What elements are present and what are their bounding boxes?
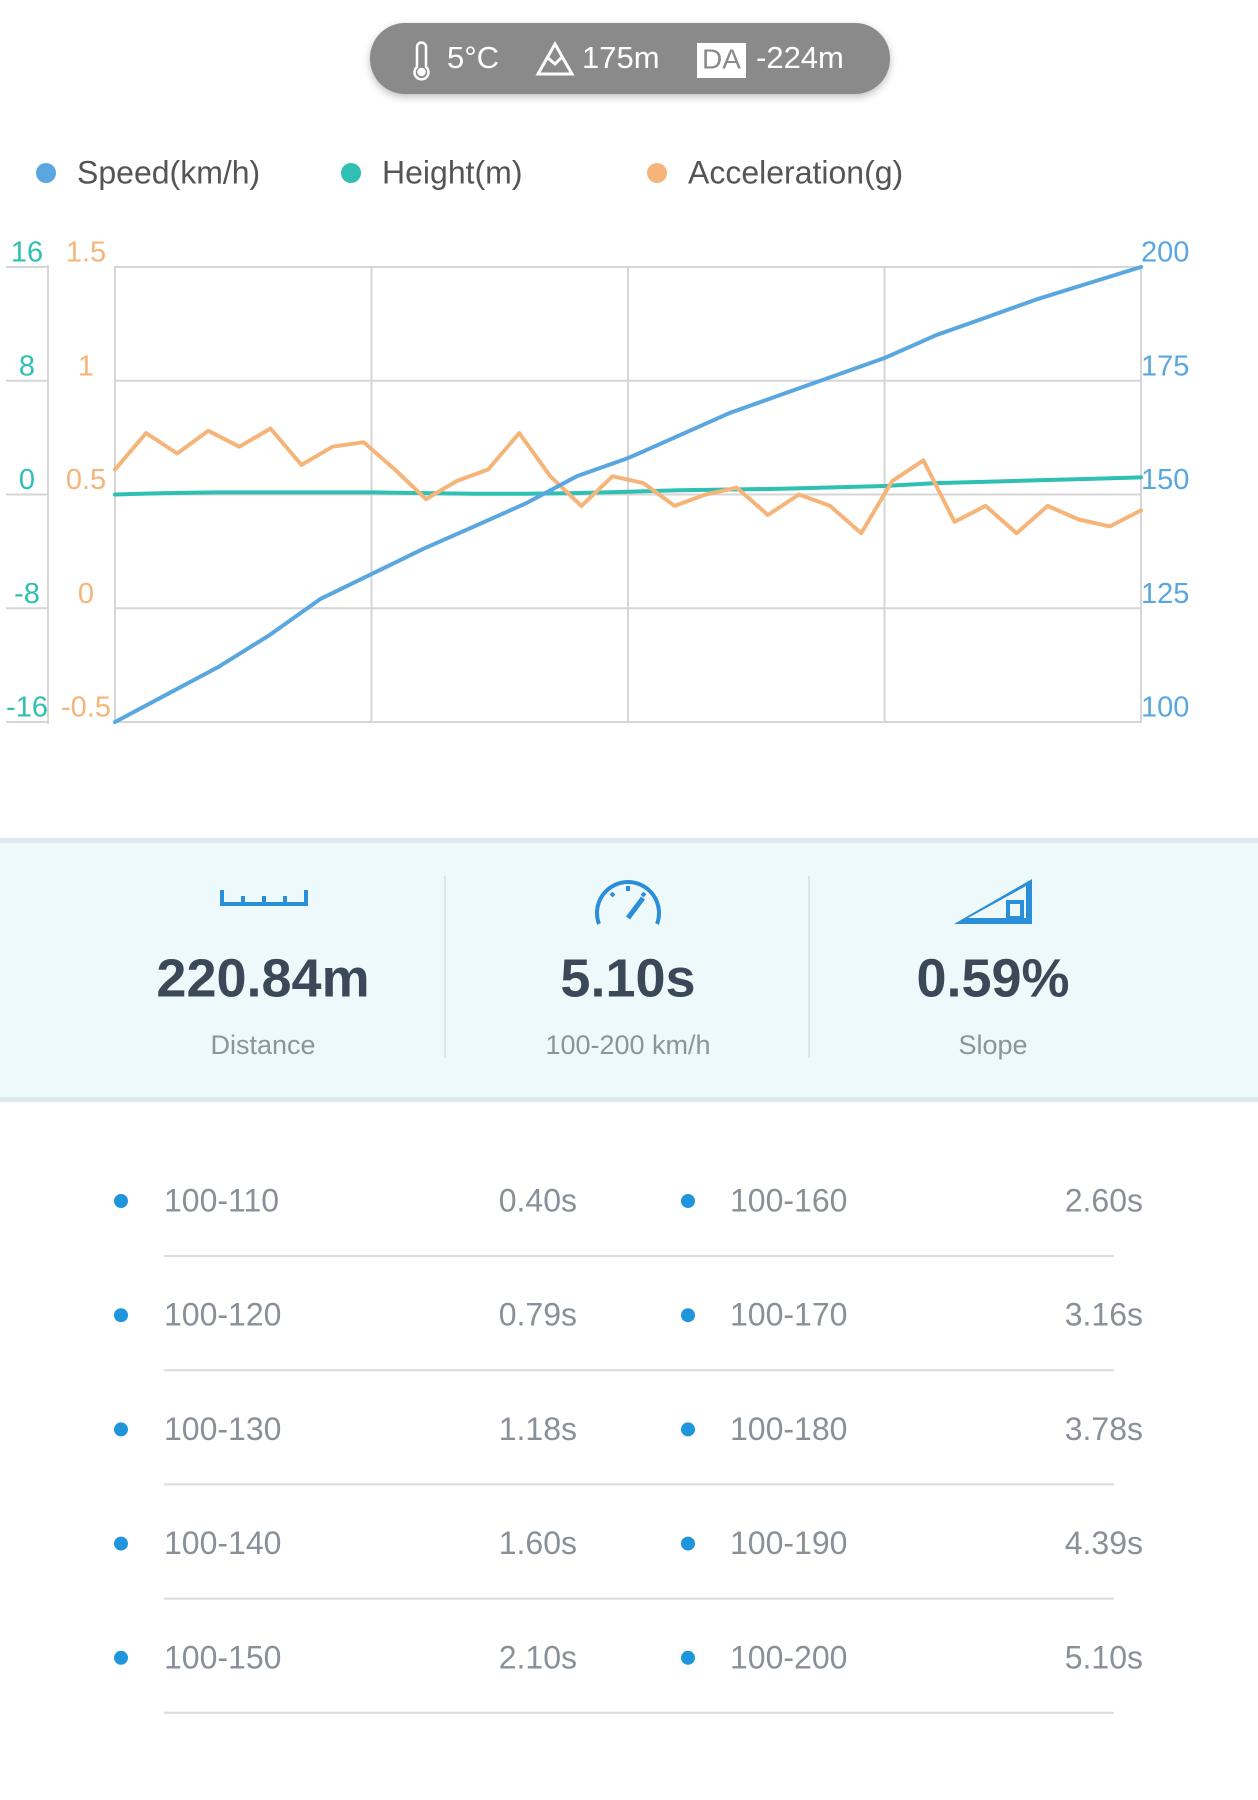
bullet xyxy=(114,1194,128,1208)
stats-border-top xyxy=(0,838,1258,843)
split-time: 1.18s xyxy=(499,1411,577,1447)
stats-panel: 220.84m Distance 5.10s 100-200 km/h 0.59% Slo… xyxy=(0,838,1258,1102)
altitude: 175m xyxy=(582,40,660,75)
bullet xyxy=(114,1422,128,1437)
stat-label: Slope xyxy=(958,1030,1027,1060)
y3-tick-label: 1.5 xyxy=(66,237,106,269)
thermometer-icon xyxy=(413,41,430,81)
split-range: 100-130 xyxy=(164,1411,281,1447)
split-range: 100-150 xyxy=(164,1639,281,1675)
split-range: 100-110 xyxy=(164,1182,279,1218)
y3-tick-label: -0.5 xyxy=(61,692,111,724)
y3-tick-label: 1 xyxy=(78,350,94,382)
legend-marker xyxy=(36,163,56,183)
split-time: 0.79s xyxy=(499,1297,577,1333)
y-tick-label: 16 xyxy=(11,237,43,269)
bullet xyxy=(681,1650,695,1665)
legend-label: Speed(km/h) xyxy=(77,154,260,190)
density-altitude: -224m xyxy=(756,40,844,75)
split-range: 100-120 xyxy=(164,1297,281,1333)
stats-border-bottom xyxy=(0,1097,1258,1102)
da-box xyxy=(697,43,746,78)
stat-value: 220.84m xyxy=(156,948,369,1008)
split-range: 100-170 xyxy=(730,1297,847,1333)
da-label: DA xyxy=(702,43,741,74)
series-line xyxy=(113,475,1143,497)
split-range: 100-140 xyxy=(164,1525,281,1561)
pill-background xyxy=(370,23,890,94)
y3-tick-label: 0.5 xyxy=(66,464,106,496)
temperature: 5°C xyxy=(447,40,499,75)
split-time: 4.39s xyxy=(1065,1525,1143,1561)
y2-tick-label: 100 xyxy=(1141,692,1189,724)
bullet xyxy=(114,1536,128,1551)
split-time: 3.78s xyxy=(1065,1411,1143,1447)
bullet xyxy=(681,1422,695,1437)
split-time: 0.40s xyxy=(499,1182,577,1218)
y-tick-label: 0 xyxy=(19,464,35,496)
split-time: 2.10s xyxy=(499,1639,577,1675)
legend-label: Acceleration(g) xyxy=(688,154,903,190)
y2-tick-label: 200 xyxy=(1141,237,1189,269)
y3-tick-label: 0 xyxy=(78,578,94,610)
conditions-pill: 5°C 175m DA -224m xyxy=(370,23,890,94)
stat-value: 0.59% xyxy=(916,948,1069,1008)
splits-table: 100-110 0.40s 100-160 2.60s 100-120 0.79s 100-… xyxy=(114,1182,1143,1714)
series-line xyxy=(113,265,1143,724)
stat-label: 100-200 km/h xyxy=(545,1030,710,1060)
y-tick-label: -8 xyxy=(14,578,40,610)
chart: 16 8 0 -8 -16 1.5 1 0.5 0 -0.5 200 175 150 125 100 Spee… xyxy=(6,154,1189,724)
y-tick-label: -16 xyxy=(6,692,48,724)
split-range: 100-200 xyxy=(730,1639,847,1675)
gauge-icon xyxy=(595,880,661,925)
y-tick-label: 8 xyxy=(19,350,35,382)
bullet xyxy=(681,1536,695,1551)
slope-icon xyxy=(954,879,1032,924)
ruler-icon xyxy=(220,890,308,906)
bullet xyxy=(681,1308,695,1323)
legend-marker xyxy=(341,163,361,183)
y2-tick-label: 125 xyxy=(1141,578,1189,610)
split-range: 100-190 xyxy=(730,1525,847,1561)
mountain-icon xyxy=(535,40,575,76)
bullet xyxy=(681,1194,695,1208)
series-line xyxy=(113,426,1143,536)
legend-label: Height(m) xyxy=(382,154,522,190)
stat-label: Distance xyxy=(210,1030,315,1060)
y2-tick-label: 150 xyxy=(1141,464,1189,496)
split-range: 100-180 xyxy=(730,1411,847,1447)
stat-value: 5.10s xyxy=(560,948,695,1008)
split-time: 5.10s xyxy=(1065,1639,1143,1675)
stats: 220.84m Distance 5.10s 100-200 km/h 0.59% Slo… xyxy=(156,948,1069,1060)
split-time: 1.60s xyxy=(499,1525,577,1561)
y2-tick-label: 175 xyxy=(1141,350,1189,382)
split-range: 100-160 xyxy=(730,1182,847,1218)
bullet xyxy=(114,1308,128,1323)
legend-marker xyxy=(647,163,667,183)
split-time: 2.60s xyxy=(1065,1182,1143,1218)
split-time: 3.16s xyxy=(1065,1297,1143,1333)
bullet xyxy=(114,1650,128,1665)
